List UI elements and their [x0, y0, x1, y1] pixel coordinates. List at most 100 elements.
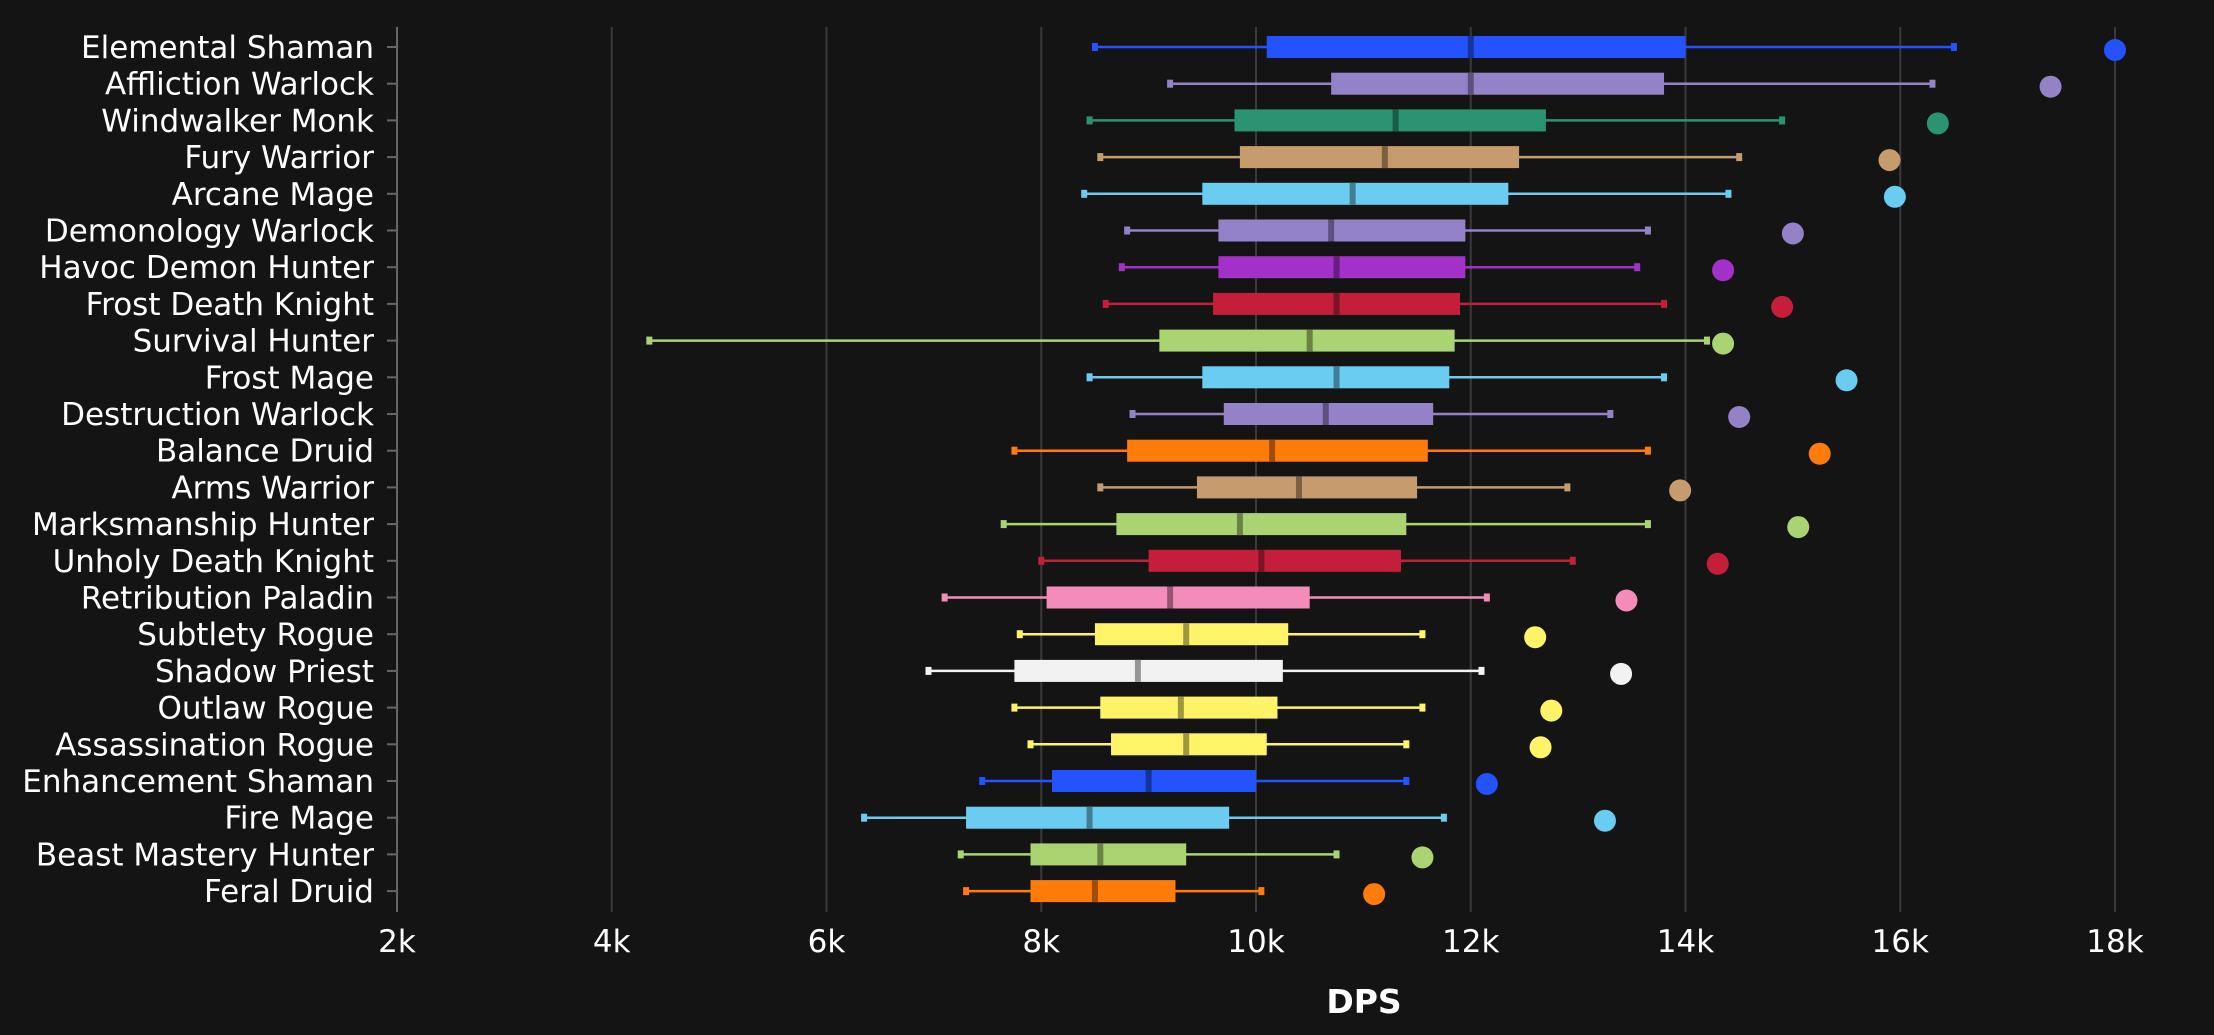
top-point-arms-warrior: [1669, 479, 1692, 502]
whisker-min-cap-elemental-shaman: [1091, 43, 1098, 51]
whisker-min-cap-balance-druid: [1011, 446, 1018, 455]
top-point-beast-mastery-hunter: [1411, 846, 1434, 869]
box-enhancement-shaman: [1051, 770, 1256, 792]
top-point-enhancement-shaman: [1475, 773, 1498, 795]
top-point-balance-druid: [1808, 442, 1831, 465]
x-axis-title: DPS: [1326, 982, 1401, 1021]
top-point-fury-warrior: [1878, 149, 1901, 172]
whisker-max-cap-windwalker-monk: [1779, 116, 1786, 125]
y-tick-label-beast-mastery-hunter: Beast Mastery Hunter: [36, 837, 374, 873]
row-demonology-warlock: Demonology Warlock: [45, 214, 1804, 250]
top-point-frost-death-knight: [1771, 295, 1794, 318]
top-point-destruction-warlock: [1728, 406, 1751, 428]
top-point-affliction-warlock: [2039, 75, 2062, 98]
axis-layer: 2k 4k 6k 8k 10k 12k 14k 16k 18k: [378, 27, 2144, 960]
whisker-max-cap-destruction-warlock: [1607, 410, 1614, 418]
median-demonology-warlock: [1328, 219, 1335, 242]
whisker-max-cap-marksmanship-hunter: [1644, 520, 1651, 529]
median-shadow-priest: [1134, 659, 1141, 682]
row-subtlety-rogue: Subtlety Rogue: [137, 617, 1547, 653]
top-point-frost-mage: [1835, 369, 1858, 392]
whisker-max-cap-fire-mage: [1440, 813, 1447, 822]
x-tick-label-10k: 10k: [1227, 924, 1284, 960]
y-tick-label-fury-warrior: Fury Warrior: [184, 140, 374, 176]
whisker-min-cap-shadow-priest: [925, 666, 932, 675]
box-fire-mage: [966, 806, 1230, 829]
whisker-max-cap-survival-hunter: [1703, 336, 1710, 345]
whisker-min-cap-beast-mastery-hunter: [957, 850, 964, 859]
whisker-min-cap-demonology-warlock: [1124, 226, 1131, 235]
box-retribution-paladin: [1046, 586, 1310, 609]
y-tick-label-frost-mage: Frost Mage: [205, 360, 374, 396]
x-tick-label-4k: 4k: [593, 924, 631, 960]
x-tick-label-16k: 16k: [1872, 924, 1929, 960]
row-frost-death-knight: Frost Death Knight: [86, 287, 1794, 323]
whisker-min-cap-frost-mage: [1086, 373, 1093, 382]
median-outlaw-rogue: [1177, 696, 1184, 719]
grid-layer: [610, 27, 2116, 912]
row-beast-mastery-hunter: Beast Mastery Hunter: [36, 837, 1434, 873]
row-arcane-mage: Arcane Mage: [172, 177, 1906, 213]
median-havoc-demon-hunter: [1333, 256, 1340, 279]
row-balance-druid: Balance Druid: [156, 434, 1831, 470]
row-arms-warrior: Arms Warrior: [171, 470, 1692, 506]
y-tick-label-fire-mage: Fire Mage: [224, 801, 374, 837]
row-windwalker-monk: Windwalker Monk: [101, 103, 1949, 139]
whisker-min-cap-outlaw-rogue: [1011, 703, 1018, 712]
median-assassination-rogue: [1183, 733, 1190, 756]
box-shadow-priest: [1014, 659, 1283, 682]
whisker-max-cap-elemental-shaman: [1950, 43, 1957, 51]
median-fire-mage: [1086, 806, 1093, 829]
whisker-max-cap-assassination-rogue: [1403, 740, 1410, 749]
row-unholy-death-knight: Unholy Death Knight: [53, 544, 1729, 580]
box-unholy-death-knight: [1148, 549, 1401, 572]
top-point-survival-hunter: [1712, 332, 1735, 355]
top-point-shadow-priest: [1610, 662, 1633, 685]
top-point-elemental-shaman: [2104, 39, 2126, 61]
top-point-fire-mage: [1593, 809, 1616, 832]
whisker-max-cap-unholy-death-knight: [1569, 556, 1576, 565]
box-demonology-warlock: [1218, 219, 1466, 242]
whisker-min-cap-havoc-demon-hunter: [1118, 263, 1125, 272]
x-tick-label-8k: 8k: [1022, 924, 1060, 960]
whisker-max-cap-fury-warrior: [1736, 153, 1743, 162]
box-windwalker-monk: [1234, 109, 1546, 132]
y-tick-label-windwalker-monk: Windwalker Monk: [101, 103, 374, 139]
y-tick-label-retribution-paladin: Retribution Paladin: [81, 581, 374, 617]
whisker-max-cap-arcane-mage: [1725, 189, 1732, 198]
y-tick-label-elemental-shaman: Elemental Shaman: [81, 30, 374, 66]
top-point-assassination-rogue: [1529, 736, 1552, 759]
box-subtlety-rogue: [1094, 623, 1289, 646]
y-tick-label-outlaw-rogue: Outlaw Rogue: [157, 691, 374, 727]
median-affliction-warlock: [1467, 72, 1474, 95]
whisker-min-cap-fury-warrior: [1097, 153, 1104, 162]
top-point-arcane-mage: [1883, 185, 1906, 208]
whisker-min-cap-frost-death-knight: [1102, 299, 1109, 308]
whisker-min-cap-assassination-rogue: [1027, 740, 1034, 749]
top-point-feral-druid: [1363, 883, 1386, 906]
whisker-min-cap-affliction-warlock: [1167, 79, 1174, 88]
box-balance-druid: [1127, 439, 1428, 462]
y-tick-label-balance-druid: Balance Druid: [156, 434, 374, 470]
box-affliction-warlock: [1331, 72, 1665, 95]
whisker-max-cap-beast-mastery-hunter: [1333, 850, 1340, 859]
row-feral-druid: Feral Druid: [204, 874, 1386, 910]
median-beast-mastery-hunter: [1097, 843, 1104, 866]
box-havoc-demon-hunter: [1218, 256, 1466, 279]
median-frost-mage: [1333, 366, 1340, 389]
median-unholy-death-knight: [1258, 549, 1265, 572]
row-fire-mage: Fire Mage: [224, 801, 1616, 837]
box-feral-druid: [1030, 880, 1176, 903]
box-outlaw-rogue: [1100, 696, 1278, 719]
x-tick-label-18k: 18k: [2086, 924, 2143, 960]
whisker-min-cap-subtlety-rogue: [1016, 630, 1023, 639]
y-tick-label-assassination-rogue: Assassination Rogue: [55, 727, 374, 763]
median-fury-warrior: [1381, 146, 1388, 169]
whisker-max-cap-arms-warrior: [1564, 483, 1571, 492]
top-point-windwalker-monk: [1926, 112, 1949, 135]
median-balance-druid: [1269, 439, 1276, 462]
median-elemental-shaman: [1467, 36, 1474, 58]
y-tick-label-survival-hunter: Survival Hunter: [133, 324, 375, 360]
row-assassination-rogue: Assassination Rogue: [55, 727, 1552, 763]
